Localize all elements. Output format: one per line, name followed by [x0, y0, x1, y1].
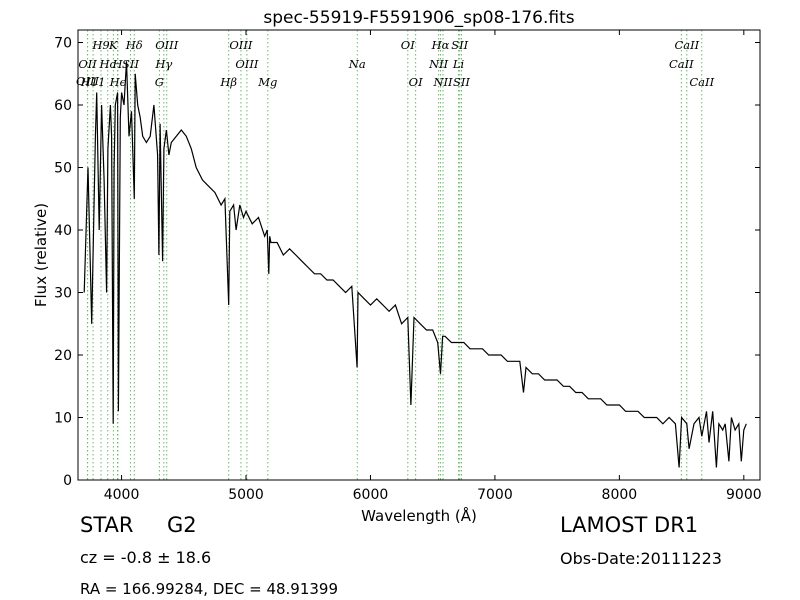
spectrum-line [83, 61, 747, 468]
line-label: Hδ [125, 38, 143, 52]
line-label: H11 [80, 75, 106, 89]
line-label: OIII [155, 38, 179, 52]
line-label: SII [451, 38, 468, 52]
y-tick-label: 10 [54, 411, 72, 427]
observation-date: Obs-Date:20111223 [560, 549, 722, 568]
x-axis-ticks: 4000 5000 6000 7000 8000 9000 [104, 30, 762, 503]
y-tick-label: 20 [54, 348, 72, 364]
line-label: CaII [689, 75, 714, 89]
y-axis-ticks: 0 10 20 30 40 50 60 70 [54, 36, 760, 489]
line-label: K [108, 38, 119, 52]
y-tick-label: 50 [54, 161, 72, 177]
line-label: Na [348, 57, 366, 71]
redshift-cz: cz = -0.8 ± 18.6 [80, 548, 212, 567]
y-tick-label: 70 [54, 36, 72, 52]
line-label: OIII [235, 57, 259, 71]
line-label: SII [453, 75, 470, 89]
line-label: Hc [99, 57, 117, 71]
line-label: Hϵ [109, 75, 127, 89]
y-tick-label: 40 [54, 223, 72, 239]
x-tick-label: 4000 [104, 487, 140, 503]
line-label: Li [452, 57, 465, 71]
line-label: NII [432, 75, 453, 89]
line-label: NII [428, 57, 449, 71]
line-label: OIII [229, 38, 253, 52]
line-label: SII [122, 57, 139, 71]
x-tick-label: 9000 [726, 487, 762, 503]
x-axis-label: Wavelength (Å) [361, 506, 477, 525]
x-tick-label: 8000 [602, 487, 638, 503]
x-tick-label: 6000 [353, 487, 389, 503]
object-subclass: G2 [167, 513, 197, 537]
spectral-line-markers [87, 30, 703, 480]
line-label: OI [401, 38, 415, 52]
ra-dec-coordinates: RA = 166.99284, DEC = 48.91399 [80, 580, 339, 598]
line-label: OIII [76, 74, 100, 88]
line-label: Hα [431, 38, 450, 52]
y-tick-label: 0 [63, 473, 72, 489]
y-axis-label: Flux (relative) [32, 203, 50, 307]
survey-name: LAMOST DR1 [560, 513, 699, 537]
line-label: CaII [674, 38, 699, 52]
chart-title: spec-55919-F5591906_sp08-176.fits [263, 8, 574, 28]
line-label: OI [409, 75, 423, 89]
object-type: STAR [80, 513, 134, 537]
line-label: CaII [669, 57, 694, 71]
x-tick-label: 7000 [477, 487, 513, 503]
line-label: Hγ [154, 57, 172, 71]
line-label: H [112, 57, 124, 71]
y-tick-label: 60 [54, 98, 72, 114]
x-tick-label: 5000 [228, 487, 264, 503]
line-label: OII [78, 57, 97, 71]
line-label: Mg [257, 75, 277, 89]
line-label: Hβ [219, 75, 237, 89]
y-tick-label: 30 [54, 286, 72, 302]
line-label: G [155, 75, 164, 89]
line-label: H9 [91, 38, 109, 52]
plot-frame [77, 29, 761, 481]
